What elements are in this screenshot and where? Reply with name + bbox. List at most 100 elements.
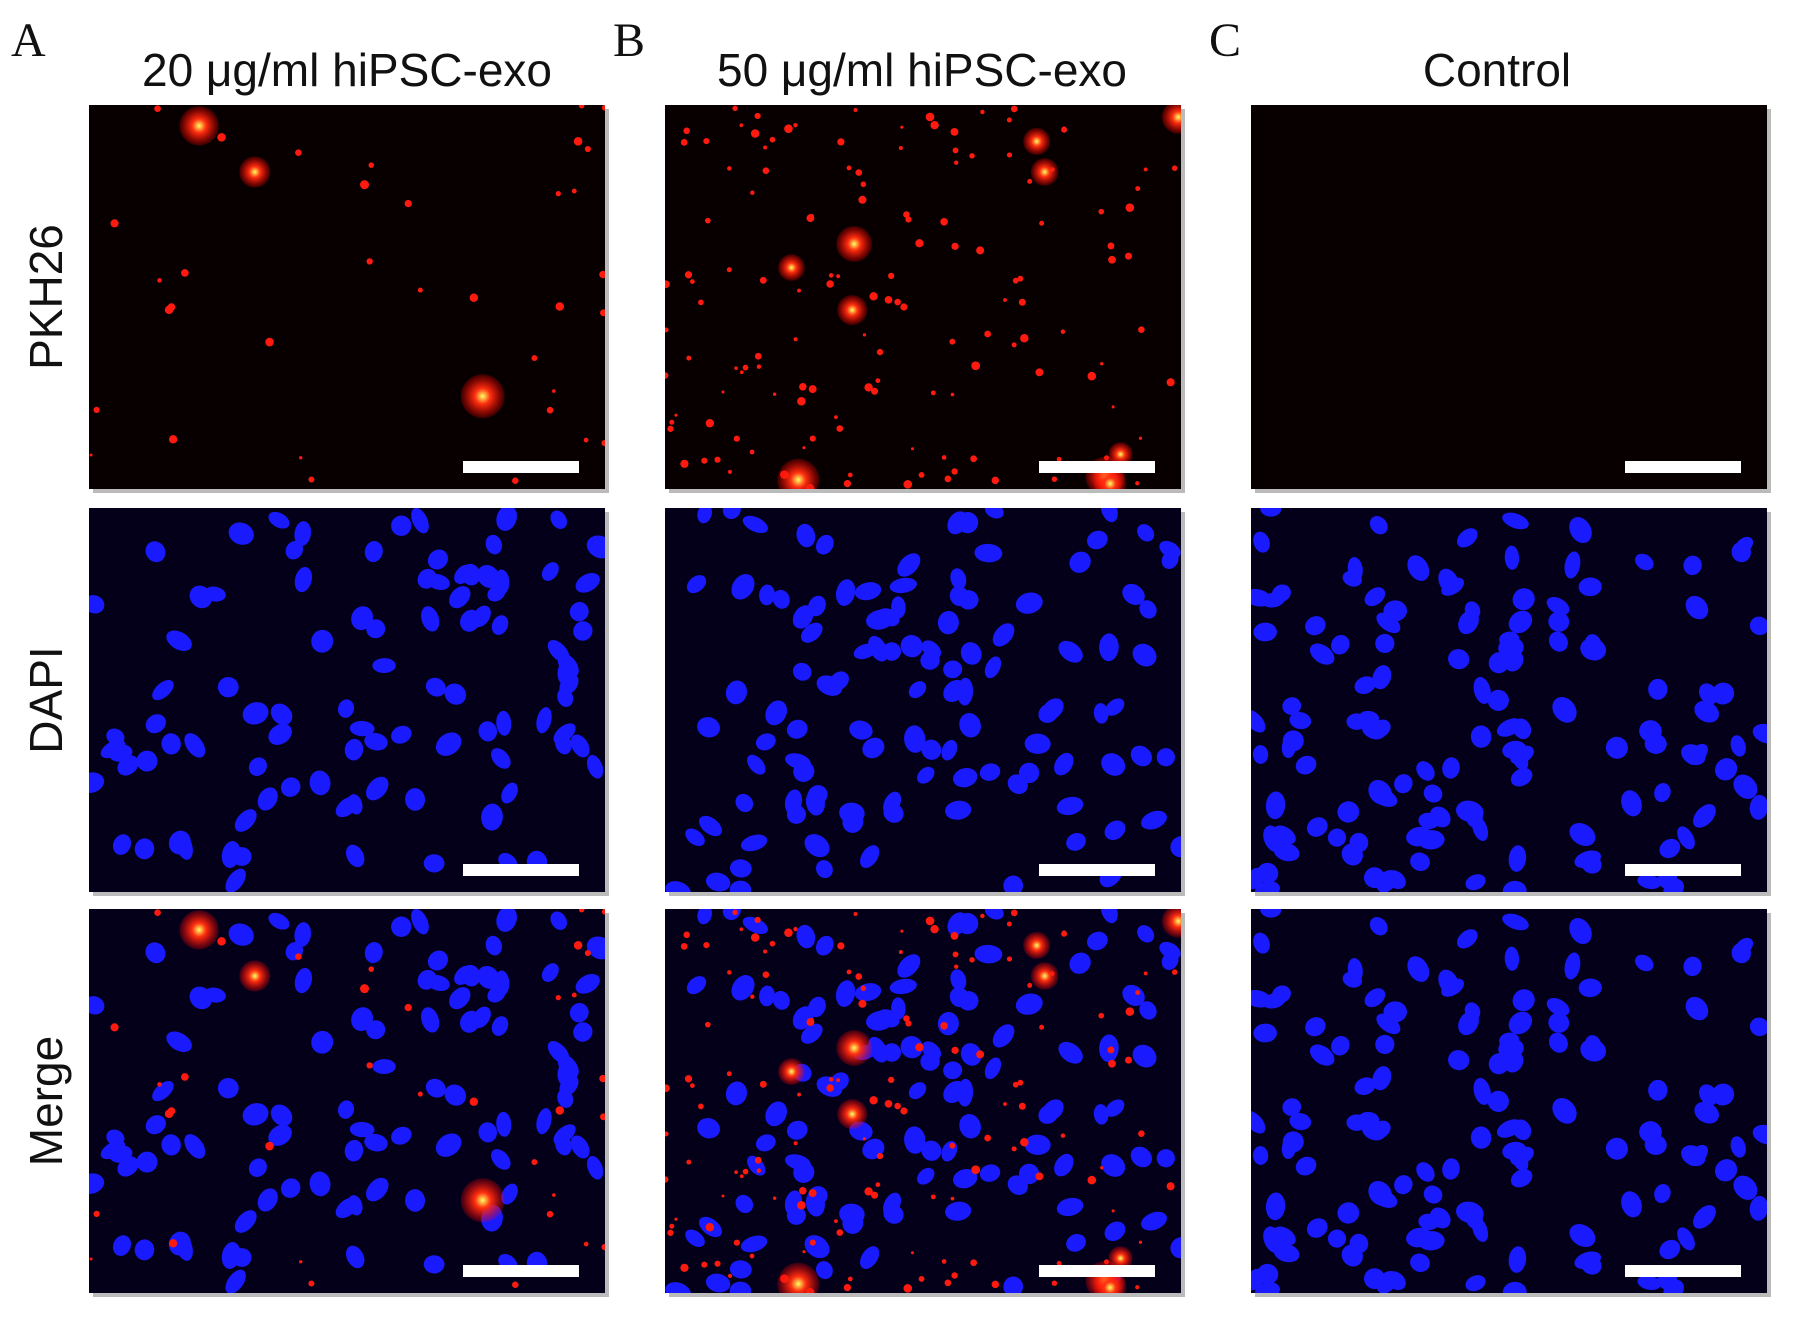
nucleus	[1714, 1159, 1738, 1182]
red-spot	[843, 479, 852, 488]
red-spot	[910, 447, 915, 451]
red-spot	[884, 1099, 893, 1108]
nucleus	[547, 1041, 570, 1064]
nucleus	[786, 1206, 806, 1225]
red-spot	[944, 475, 952, 483]
red-spot	[869, 1096, 878, 1105]
nucleus	[1472, 1217, 1489, 1243]
red-spot	[714, 456, 721, 463]
nucleus	[248, 757, 267, 776]
red-spot	[1138, 326, 1145, 333]
red-spot	[727, 469, 733, 474]
nucleus	[1369, 516, 1388, 535]
red-spot	[930, 1194, 936, 1200]
nucleus	[1639, 720, 1662, 742]
red-spot	[531, 1159, 538, 1166]
red-spot	[601, 105, 605, 111]
nucleus	[1024, 1134, 1051, 1155]
nucleus	[984, 909, 1004, 920]
nucleus	[1569, 823, 1596, 846]
red-spot	[512, 1281, 519, 1289]
nucleus	[921, 739, 942, 760]
nucleus	[161, 733, 181, 755]
nucleus	[1253, 1023, 1277, 1043]
red-spot	[168, 435, 178, 444]
nucleus	[477, 965, 500, 989]
red-spot	[797, 396, 806, 406]
nucleus	[391, 916, 412, 937]
red-spot	[950, 127, 959, 136]
nucleus	[1394, 1175, 1413, 1195]
nucleus	[1502, 512, 1529, 530]
red-spot	[665, 1084, 670, 1093]
red-spot	[684, 1075, 693, 1083]
nucleus	[268, 723, 292, 745]
red-spot	[701, 1261, 708, 1268]
red-spot	[1010, 105, 1018, 113]
nucleus	[1093, 703, 1109, 724]
nucleus	[1347, 958, 1363, 983]
red-spot	[1010, 909, 1018, 917]
red-spot	[951, 1272, 958, 1279]
nucleus	[1639, 1121, 1662, 1143]
nucleus	[1056, 1197, 1084, 1217]
red-spot	[763, 949, 768, 954]
red-spot	[154, 909, 161, 917]
nucleus	[1281, 1137, 1296, 1160]
red-spot	[154, 105, 161, 113]
nucleus	[1069, 551, 1091, 573]
nucleus	[569, 602, 589, 622]
nucleus	[897, 553, 921, 577]
red-spot	[714, 1260, 721, 1267]
red-spot	[404, 199, 412, 208]
red-spot	[703, 941, 710, 949]
red-spot	[727, 970, 732, 975]
nucleus	[1093, 1104, 1109, 1125]
nucleus	[1394, 774, 1413, 794]
nucleus	[444, 683, 467, 705]
nucleus	[145, 1115, 166, 1135]
red-spot	[784, 928, 793, 938]
red-spot	[1087, 371, 1097, 381]
nucleus	[427, 950, 449, 971]
nucleus	[485, 534, 502, 555]
red-spot	[555, 995, 561, 1001]
red-spot	[944, 1279, 952, 1287]
red-spot	[864, 383, 873, 392]
red-spot	[793, 122, 798, 128]
nucleus	[1354, 1077, 1376, 1095]
nucleus	[1406, 1227, 1433, 1248]
red-spot	[1012, 277, 1019, 284]
nucleus	[1407, 956, 1430, 982]
nucleus	[1456, 528, 1478, 548]
red-spot	[705, 1021, 711, 1028]
nucleus	[921, 1140, 942, 1161]
nucleus	[145, 714, 166, 734]
nucleus	[1003, 1276, 1024, 1293]
nucleus	[152, 1080, 174, 1102]
nucleus	[575, 572, 600, 593]
nucleus	[698, 815, 722, 837]
nucleus	[891, 596, 906, 619]
nucleus	[1578, 978, 1602, 998]
micrograph	[1251, 909, 1767, 1293]
red-spot	[980, 913, 985, 919]
nucleus	[423, 1255, 445, 1274]
red-spot	[797, 288, 802, 293]
nucleus	[89, 772, 105, 794]
nucleus	[801, 1023, 823, 1044]
nucleus	[411, 909, 429, 935]
nucleus	[1100, 508, 1118, 523]
nucleus	[1438, 969, 1459, 996]
nucleus	[1510, 1169, 1533, 1188]
red-spot	[1061, 930, 1068, 937]
red-spot	[1108, 255, 1116, 264]
nucleus	[145, 541, 166, 563]
nucleus	[1337, 801, 1360, 823]
nucleus	[685, 1229, 705, 1248]
red-spot	[888, 272, 895, 279]
nucleus	[1512, 1119, 1532, 1141]
red-spot	[862, 1137, 867, 1141]
nucleus	[1331, 1035, 1350, 1056]
red-spot	[903, 1015, 910, 1022]
